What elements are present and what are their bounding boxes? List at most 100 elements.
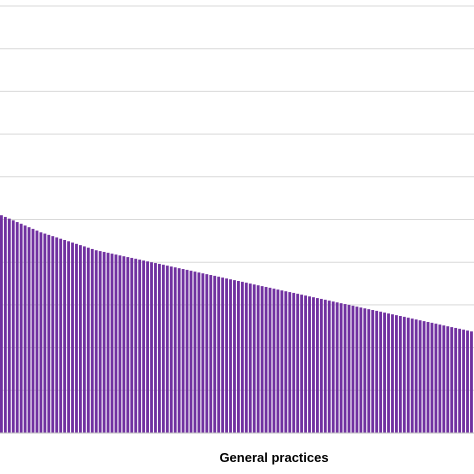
- bar: [363, 308, 367, 433]
- bar: [339, 303, 343, 433]
- bar: [284, 291, 288, 433]
- bar: [446, 326, 450, 433]
- bar: [39, 232, 43, 433]
- bar: [161, 264, 165, 433]
- bar: [181, 269, 185, 433]
- bar: [67, 241, 70, 433]
- bar: [438, 324, 442, 433]
- bar: [134, 258, 138, 433]
- bar: [268, 287, 272, 433]
- bar: [402, 316, 406, 433]
- bar: [355, 306, 359, 433]
- bar: [27, 227, 31, 433]
- bar: [19, 223, 23, 433]
- bar: [391, 314, 394, 433]
- bar: [31, 228, 35, 433]
- bar: [406, 317, 410, 433]
- bar: [59, 238, 63, 433]
- bar: [94, 250, 98, 433]
- bar: [102, 251, 106, 433]
- bar: [470, 331, 473, 433]
- bar: [300, 294, 304, 433]
- bar: [375, 310, 379, 433]
- bar: [35, 230, 39, 433]
- bar: [248, 283, 252, 433]
- bar: [7, 218, 11, 433]
- bar: [118, 255, 122, 433]
- bar: [106, 252, 110, 433]
- bar: [296, 293, 300, 433]
- bar: [110, 253, 114, 433]
- bar: [379, 311, 383, 433]
- bar: [434, 323, 438, 433]
- bar: [146, 261, 149, 433]
- bar: [240, 281, 244, 433]
- bar: [335, 302, 339, 433]
- bar: [130, 257, 134, 433]
- bar: [185, 269, 189, 433]
- bar: [304, 295, 307, 433]
- bar: [158, 263, 161, 433]
- bar: [0, 215, 3, 433]
- bar: [442, 325, 446, 433]
- bar: [86, 247, 90, 433]
- bar: [252, 284, 256, 433]
- bar: [177, 268, 181, 433]
- bar: [221, 277, 225, 433]
- bar: [395, 315, 398, 433]
- bar: [450, 327, 454, 433]
- bar: [260, 286, 264, 433]
- bar: [426, 321, 430, 433]
- bar: [244, 282, 248, 433]
- bars: [0, 215, 473, 433]
- bar: [142, 260, 146, 433]
- bar: [63, 240, 67, 433]
- bar: [466, 330, 469, 433]
- bar: [173, 267, 177, 433]
- x-axis-label: General practices: [219, 450, 328, 465]
- bar: [331, 301, 335, 433]
- bar: [43, 233, 47, 433]
- bar: [82, 246, 86, 433]
- bar: [3, 216, 7, 433]
- bar: [47, 234, 51, 433]
- bar: [51, 236, 55, 433]
- bar: [323, 299, 327, 433]
- bar: [90, 248, 94, 433]
- bar: [359, 307, 363, 433]
- bar: [233, 280, 236, 433]
- bar: [410, 318, 414, 433]
- bar: [288, 292, 292, 433]
- bar: [193, 271, 197, 433]
- bar: [422, 321, 426, 433]
- bar: [154, 263, 157, 433]
- bar: [138, 259, 142, 433]
- bar: [383, 312, 386, 433]
- bar: [316, 298, 319, 433]
- bar: [98, 251, 102, 433]
- bar: [169, 266, 173, 433]
- bar: [229, 279, 232, 433]
- bar: [347, 304, 351, 433]
- bar: [367, 309, 371, 433]
- bar: [197, 272, 201, 433]
- bar: [430, 322, 434, 433]
- bar: [418, 320, 422, 433]
- bar: [209, 275, 213, 433]
- bar: [312, 297, 315, 433]
- bar: [351, 305, 355, 433]
- bar: [272, 288, 276, 433]
- bar: [387, 313, 390, 433]
- bar: [237, 280, 240, 433]
- bar: [71, 242, 74, 433]
- bar: [462, 329, 465, 433]
- bar: [11, 220, 15, 433]
- bar: [217, 276, 221, 433]
- bar: [280, 290, 284, 433]
- bar: [75, 243, 78, 433]
- bar: [205, 274, 209, 433]
- bar: [150, 262, 153, 433]
- bar: [213, 275, 217, 433]
- bar: [414, 319, 418, 433]
- bar: [292, 292, 296, 433]
